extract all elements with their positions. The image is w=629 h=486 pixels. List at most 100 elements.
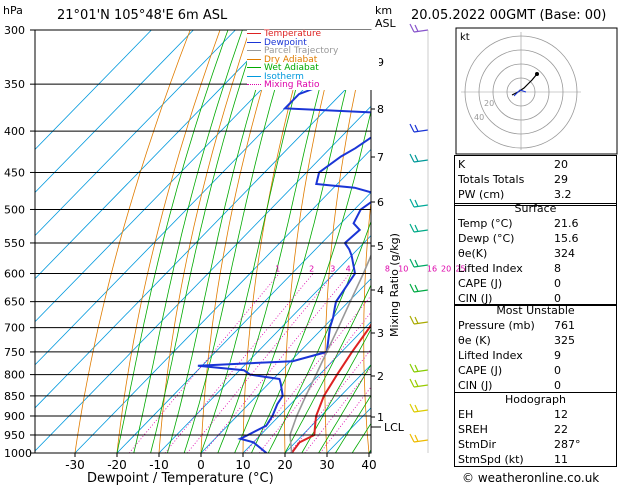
- km-tick-label: 8: [377, 103, 384, 116]
- wind-barb-flag: [414, 24, 419, 32]
- hodograph-table-box: [454, 392, 617, 467]
- row-value: 21.6: [554, 217, 579, 230]
- mixing-ratio-label: 2: [309, 265, 314, 274]
- x-tick-label: 20: [277, 458, 292, 472]
- hodograph-ring-label: 40: [474, 113, 484, 122]
- wind-barb-flag: [409, 403, 415, 413]
- row-label: Pressure (mb): [458, 319, 535, 332]
- mixing-ratio-label: 8: [385, 265, 390, 274]
- wind-barb-flag: [414, 404, 419, 412]
- x-tick-label: -30: [65, 458, 85, 472]
- pressure-tick-label: 550: [4, 237, 25, 250]
- mixing-ratio-line: [203, 273, 351, 453]
- wet-adiabat-line: [335, 394, 371, 453]
- mixing-ratio-label: 20: [441, 265, 451, 274]
- pressure-tick-label: 750: [4, 346, 25, 359]
- isotherm-line: [35, 105, 371, 452]
- row-label: StmSpd (kt): [458, 453, 524, 466]
- row-value: 29: [554, 173, 568, 186]
- pressure-tick-label: 350: [4, 78, 25, 91]
- km-tick-label: 5: [377, 240, 384, 253]
- legend: Temperature Dewpoint Parcel Trajectory Dry …: [247, 30, 379, 90]
- table-title: Surface: [514, 202, 557, 215]
- wind-barb-flag: [414, 199, 419, 207]
- legend-item: Mixing Ratio: [247, 81, 319, 90]
- wind-barb-flag: [414, 154, 419, 162]
- wind-barb-flag: [414, 364, 419, 372]
- wind-barb-flag: [414, 124, 419, 132]
- mixing-ratio-label: 10: [398, 265, 408, 274]
- km-unit-label: km: [375, 4, 393, 17]
- row-label: CAPE (J): [458, 277, 503, 290]
- wind-barb-flag: [409, 433, 415, 443]
- footer-credit: © weatheronline.co.uk: [462, 471, 600, 485]
- row-label: StmDir: [458, 438, 497, 451]
- pressure-tick-label: 800: [4, 369, 25, 382]
- table-row: CIN (J) 0: [454, 378, 617, 393]
- km-tick-label: 3: [377, 327, 384, 340]
- isotherm-line: [35, 30, 194, 194]
- legend-swatch: [247, 50, 261, 51]
- row-label: EH: [458, 408, 474, 421]
- row-label: θe(K): [458, 247, 488, 260]
- x-tick-label: 0: [197, 458, 205, 472]
- table-row: Lifted Index 8: [454, 261, 617, 276]
- legend-swatch: [247, 67, 261, 68]
- mixing-ratio-label: 4: [346, 265, 351, 274]
- row-label: Lifted Index: [458, 262, 523, 275]
- table-row: Dewp (°C) 15.6: [454, 231, 617, 246]
- isotherm-line: [284, 364, 371, 453]
- wind-barb: [413, 159, 429, 163]
- wind-barb: [413, 204, 429, 208]
- isotherm-line: [74, 148, 371, 453]
- row-label: Lifted Index: [458, 349, 523, 362]
- row-value: 287°: [554, 438, 581, 451]
- table-row: θe (K) 325: [454, 333, 617, 348]
- row-label: SREH: [458, 423, 488, 436]
- table-title: Hodograph: [505, 393, 566, 406]
- indices-table: K 20 Totals Totals 29 PW (cm) 3.2: [454, 157, 617, 202]
- row-label: K: [458, 158, 466, 171]
- profile-parcel-trajectory: [289, 253, 371, 453]
- x-tick-label: 30: [319, 458, 334, 472]
- pressure-tick-label: 900: [4, 410, 25, 423]
- wind-barb: [413, 129, 429, 133]
- wind-barb: [413, 264, 429, 268]
- wind-barb: [413, 369, 429, 373]
- dry-adiabat-line: [116, 30, 221, 453]
- x-tick-label: 40: [361, 458, 376, 472]
- row-value: 9: [554, 349, 561, 362]
- isotherm-line: [35, 30, 152, 150]
- wind-barb-flag: [409, 153, 415, 163]
- legend-swatch: [247, 75, 261, 77]
- x-axis-label: Dewpoint / Temperature (°C): [87, 471, 274, 486]
- pressure-tick-label: 700: [4, 322, 25, 335]
- row-value: 325: [554, 334, 575, 347]
- legend-swatch: [247, 58, 261, 60]
- legend-label: Mixing Ratio: [264, 80, 320, 90]
- isotherm-line: [35, 62, 371, 409]
- row-value: 761: [554, 319, 575, 332]
- table-row: PW (cm) 3.2: [454, 187, 617, 202]
- dry-adiabat-line: [200, 30, 280, 453]
- row-label: CAPE (J): [458, 364, 503, 377]
- wind-barb-flag: [414, 284, 419, 292]
- pressure-tick-label: 450: [4, 166, 25, 179]
- wind-barb-flag: [409, 23, 415, 33]
- row-label: θe (K): [458, 334, 491, 347]
- legend-item: Wet Adiabat: [247, 64, 319, 73]
- row-value: 0: [554, 364, 561, 377]
- table-row: StmSpd (kt) 11: [454, 452, 617, 467]
- dry-adiabat-line: [401, 30, 428, 453]
- wind-barb-flag: [414, 259, 419, 267]
- mixing-ratio-label: 1: [275, 265, 280, 274]
- wind-barb: [413, 439, 429, 443]
- km-tick-label: 1: [377, 411, 384, 424]
- mixing-ratio-label: 3: [330, 265, 335, 274]
- table-row: θe(K) 324: [454, 246, 617, 261]
- surface-table: Surface Temp (°C) 21.6 Dewp (°C) 15.6 θe(K) 32…: [454, 201, 617, 306]
- wind-barb: [413, 409, 429, 413]
- lcl-label: LCL: [384, 421, 404, 434]
- wind-barb: [413, 384, 429, 388]
